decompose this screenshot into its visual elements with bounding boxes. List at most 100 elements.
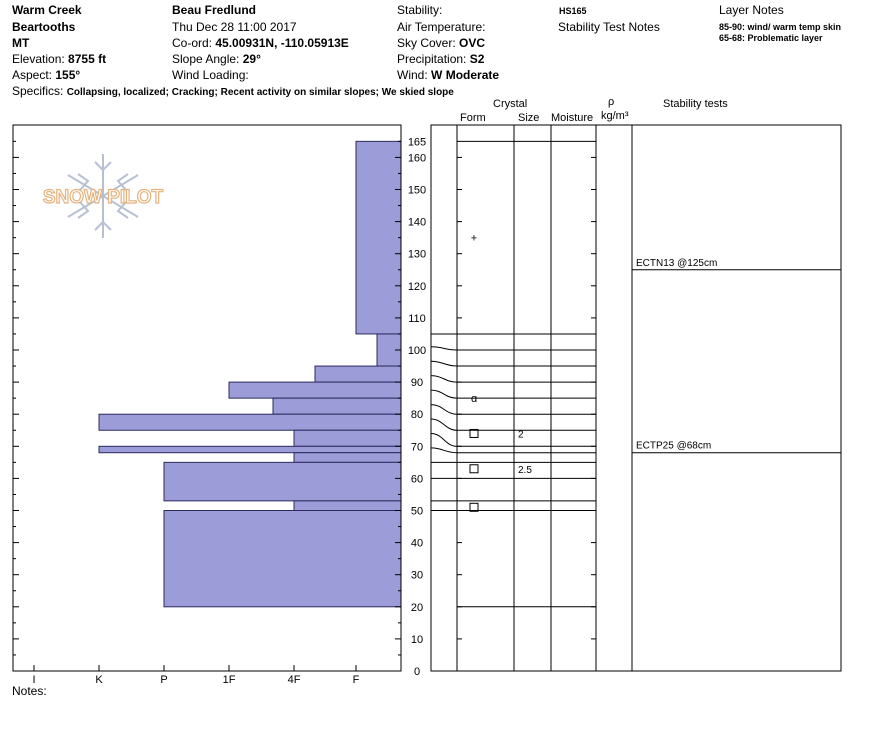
snowpilot-logo: SNOW PILOT <box>42 154 164 238</box>
specifics-label: Specifics: <box>12 84 64 98</box>
layer-note-1: 85-90: wind/ warm temp skin <box>719 22 842 32</box>
slope-label: Slope Angle: <box>172 52 240 66</box>
elevation-value: 8755 ft <box>68 52 107 66</box>
hardness-bar-8 <box>293 452 402 463</box>
height-label-40: 40 <box>411 538 423 550</box>
layer-connector-4 <box>430 389 458 399</box>
stability-test-label-0: ECTN13 @125cm <box>636 258 717 269</box>
observation-datetime: Thu Dec 28 11:00 2017 <box>172 20 297 34</box>
layer-connector-1 <box>430 346 458 351</box>
hardness-bar-3 <box>228 381 402 399</box>
wind-label: Wind: <box>397 68 428 82</box>
total-snow-height: HS165 <box>559 6 587 16</box>
precipitation-label: Precipitation: <box>397 52 467 66</box>
hardness-scale: I K P 1F 4F F <box>32 674 359 686</box>
hardness-label-4f: 4F <box>288 674 301 686</box>
stability-test-label-1: ECTP25 @68cm <box>636 441 711 452</box>
form-header: Form <box>460 112 486 124</box>
stability-tests-header: Stability tests <box>663 98 728 110</box>
sky-cover-value: OVC <box>459 36 486 50</box>
slope-value: 29° <box>242 52 261 66</box>
layer-connector-3 <box>430 375 458 383</box>
hardness-bars <box>98 140 402 608</box>
hardness-label-i: I <box>32 674 35 686</box>
layer-connector-2 <box>430 360 458 367</box>
specifics-value: Collapsing, localized; Cracking; Recent … <box>66 87 454 98</box>
notes-label: Notes: <box>12 684 47 698</box>
hardness-bar-5 <box>98 413 402 431</box>
stability-label: Stability: <box>397 3 443 17</box>
layer-connector-6 <box>430 418 458 431</box>
crystal-form-facets-icon <box>469 428 479 438</box>
height-label-100: 100 <box>408 345 426 357</box>
wind-value: W Moderate <box>431 68 500 82</box>
size-header: Size <box>518 112 540 124</box>
aspect-label: Aspect: <box>12 68 53 82</box>
density-unit: kg/m³ <box>601 110 629 122</box>
height-label-30: 30 <box>411 570 423 582</box>
sky-cover-label: Sky Cover: <box>397 36 456 50</box>
air-temperature-label: Air Temperature: <box>397 20 486 34</box>
height-label-150: 150 <box>408 185 426 197</box>
height-label-20: 20 <box>411 602 423 614</box>
height-label-160: 160 <box>408 152 426 164</box>
state: MT <box>12 36 30 50</box>
location-name: Warm Creek <box>12 3 82 17</box>
height-label-60: 60 <box>411 473 423 485</box>
hardness-ticks <box>13 140 401 672</box>
height-label-90: 90 <box>411 377 423 389</box>
logo-text: SNOW PILOT <box>43 187 164 208</box>
mountain-range: Beartooths <box>12 20 76 34</box>
crystal-form-1: ɑ <box>471 393 477 405</box>
layer-table-border <box>430 124 842 672</box>
hardness-label-1f: 1F <box>223 674 236 686</box>
layer-connector-8 <box>430 447 458 454</box>
coord-row: Co-ord: 45.00931N, -110.05913E <box>172 37 349 49</box>
wind-row: Wind: W Moderate <box>397 69 499 81</box>
hardness-label-p: P <box>160 674 167 686</box>
hardness-bar-0 <box>355 140 402 335</box>
hardness-bar-7 <box>98 445 402 454</box>
hardness-bar-2 <box>314 365 402 383</box>
hardness-bar-6 <box>293 429 402 447</box>
wind-loading-label: Wind Loading: <box>172 68 249 82</box>
precipitation-row: Precipitation: S2 <box>397 53 484 65</box>
hardness-bar-10 <box>293 500 402 511</box>
specifics-row: Specifics: Collapsing, localized; Cracki… <box>12 85 454 98</box>
elevation-label: Elevation: <box>12 52 65 66</box>
crystal-size-2: 2 <box>518 429 524 440</box>
moisture-header: Moisture <box>551 112 594 124</box>
height-label-130: 130 <box>408 249 426 261</box>
density-symbol: ρ <box>608 96 615 108</box>
height-label-140: 140 <box>408 217 426 229</box>
layer-note-2: 65-68: Problematic layer <box>719 33 823 43</box>
crystal-form-facets-icon <box>469 464 479 474</box>
crystal-header: Crystal <box>493 98 528 110</box>
layer-notes-title: Layer Notes <box>719 3 784 17</box>
elevation-row: Elevation: 8755 ft <box>12 53 106 65</box>
aspect-row: Aspect: 155° <box>12 69 80 81</box>
layer-lines <box>430 140 596 608</box>
coord-label: Co-ord: <box>172 36 213 50</box>
height-label-120: 120 <box>408 281 426 293</box>
hardness-bar-11 <box>163 510 402 608</box>
height-label-110: 110 <box>408 313 426 325</box>
height-label-80: 80 <box>411 409 423 421</box>
crystal-form-facets-icon <box>469 502 479 512</box>
snowflake-icon <box>67 154 139 238</box>
slope-row: Slope Angle: 29° <box>172 53 261 65</box>
hardness-bar-4 <box>272 397 402 415</box>
height-label-165: 165 <box>408 136 426 148</box>
sky-cover-row: Sky Cover: OVC <box>397 37 485 49</box>
hardness-bar-9 <box>163 461 402 502</box>
height-label-50: 50 <box>411 506 423 518</box>
crystal-entries: + ɑ 2 2.5 <box>469 233 532 512</box>
height-label-10: 10 <box>411 634 423 646</box>
layer-connector-5 <box>430 404 458 415</box>
hardness-label-f: F <box>353 674 360 686</box>
precipitation-value: S2 <box>469 52 485 66</box>
height-label-70: 70 <box>411 441 423 453</box>
stability-test-entries: ECTN13 @125cm ECTP25 @68cm <box>632 258 841 454</box>
stability-test-notes-label: Stability Test Notes <box>558 20 660 34</box>
